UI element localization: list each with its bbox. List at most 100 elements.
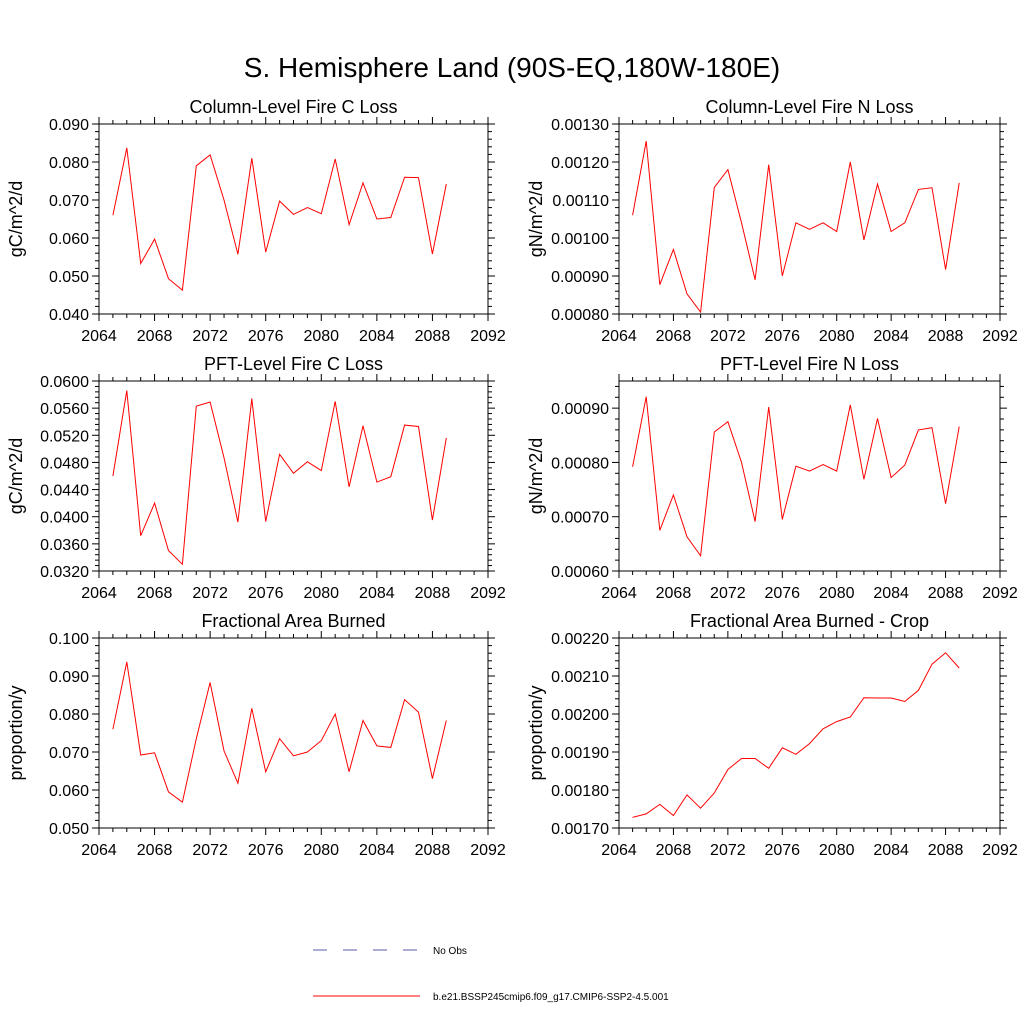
y-tick-label: 0.0440 <box>40 483 89 500</box>
plot-frame <box>618 123 1001 315</box>
x-tick-label: 2076 <box>764 585 800 602</box>
y-tick-label: 0.00180 <box>551 783 609 800</box>
x-tick-label: 2072 <box>192 842 228 859</box>
plot-frame <box>98 637 489 829</box>
y-tick-label: 0.0360 <box>40 537 89 554</box>
y-tick-label: 0.00100 <box>551 231 609 248</box>
y-tick-label: 0.00200 <box>551 707 609 724</box>
y-axis-label: gN/m^2/d <box>526 181 546 257</box>
y-tick-label: 0.00070 <box>551 510 609 527</box>
x-tick-label: 2068 <box>656 585 692 602</box>
y-tick-label: 0.00080 <box>551 455 609 472</box>
y-tick-label: 0.060 <box>49 783 89 800</box>
y-axis-label: gC/m^2/d <box>6 181 26 257</box>
y-tick-label: 0.080 <box>49 707 89 724</box>
plot-frame <box>618 637 1001 829</box>
y-tick-label: 0.100 <box>49 631 89 648</box>
y-tick-label: 0.0400 <box>40 510 89 527</box>
x-tick-label: 2088 <box>928 842 964 859</box>
y-tick-label: 0.00060 <box>551 564 609 581</box>
x-tick-label: 2076 <box>248 328 284 345</box>
y-tick-label: 0.090 <box>49 669 89 686</box>
y-tick-label: 0.0320 <box>40 564 89 581</box>
figure-title: S. Hemisphere Land (90S-EQ,180W-180E) <box>244 52 780 83</box>
y-axis-label: proportion/y <box>6 685 26 780</box>
y-tick-label: 0.00090 <box>551 269 609 286</box>
panels: 2064 2068 2072 2076 2080 2084 2088 2092 0.040 0.0… <box>6 97 1018 859</box>
x-tick-label: 2092 <box>470 842 506 859</box>
x-tick-label: 2084 <box>359 585 395 602</box>
panel-title: Column-Level Fire N Loss <box>705 97 913 117</box>
x-tick-label: 2064 <box>81 328 117 345</box>
legend-label-1: No Obs <box>433 946 467 957</box>
x-tick-label: 2084 <box>873 842 909 859</box>
x-tick-label: 2068 <box>137 585 173 602</box>
y-tick-label: 0.080 <box>49 155 89 172</box>
x-tick-label: 2092 <box>982 585 1018 602</box>
x-tick-label: 2084 <box>873 585 909 602</box>
y-tick-label: 0.040 <box>49 307 89 324</box>
panel-2: 2064 2068 2072 2076 2080 2084 2088 2092 0.00080 0… <box>526 97 1018 345</box>
x-tick-label: 2088 <box>928 585 964 602</box>
y-tick-label: 0.00080 <box>551 307 609 324</box>
x-tick-label: 2092 <box>982 328 1018 345</box>
y-tick-label: 0.070 <box>49 193 89 210</box>
x-tick-label: 2088 <box>415 585 451 602</box>
y-tick-label: 0.0560 <box>40 401 89 418</box>
y-tick-label: 0.0520 <box>40 428 89 445</box>
panel-1: 2064 2068 2072 2076 2080 2084 2088 2092 0.040 0.0… <box>6 97 506 345</box>
y-tick-label: 0.00090 <box>551 401 609 418</box>
x-tick-label: 2064 <box>81 842 117 859</box>
x-tick-label: 2076 <box>764 328 800 345</box>
series-line <box>632 141 960 314</box>
x-tick-label: 2072 <box>192 328 228 345</box>
x-tick-label: 2084 <box>359 328 395 345</box>
x-tick-label: 2080 <box>303 585 339 602</box>
panel-title: PFT-Level Fire C Loss <box>204 354 383 374</box>
panel-5: 2064 2068 2072 2076 2080 2084 2088 2092 0.050 0.0… <box>6 611 506 859</box>
panel-6: 2064 2068 2072 2076 2080 2084 2088 2092 0.00170 0… <box>526 611 1018 859</box>
series-line <box>112 661 447 804</box>
y-tick-label: 0.0600 <box>40 374 89 391</box>
series-line <box>112 147 447 292</box>
y-tick-label: 0.090 <box>49 117 89 134</box>
y-tick-label: 0.050 <box>49 269 89 286</box>
x-tick-label: 2064 <box>601 842 637 859</box>
plot-frame <box>98 380 489 572</box>
x-tick-label: 2084 <box>873 328 909 345</box>
x-tick-label: 2080 <box>819 328 855 345</box>
x-tick-label: 2088 <box>928 328 964 345</box>
x-tick-label: 2080 <box>819 842 855 859</box>
plot-frame <box>618 380 1001 572</box>
y-tick-label: 0.060 <box>49 231 89 248</box>
y-tick-label: 0.050 <box>49 821 89 838</box>
x-tick-label: 2068 <box>656 328 692 345</box>
y-tick-label: 0.00130 <box>551 117 609 134</box>
x-tick-label: 2088 <box>415 328 451 345</box>
legend-label-2: b.e21.BSSP245cmip6.f09_g17.CMIP6-SSP2-4.… <box>433 992 669 1003</box>
x-tick-label: 2076 <box>764 842 800 859</box>
series-line <box>632 652 960 818</box>
x-tick-label: 2068 <box>137 328 173 345</box>
x-tick-label: 2080 <box>303 328 339 345</box>
x-tick-label: 2072 <box>710 328 746 345</box>
panel-4: 2064 2068 2072 2076 2080 2084 2088 2092 0.00060 0… <box>526 354 1018 602</box>
y-tick-label: 0.00110 <box>552 193 609 210</box>
x-tick-label: 2088 <box>415 842 451 859</box>
x-tick-label: 2080 <box>303 842 339 859</box>
y-tick-label: 0.00210 <box>551 669 609 686</box>
x-tick-label: 2092 <box>470 585 506 602</box>
x-tick-label: 2092 <box>982 842 1018 859</box>
y-tick-label: 0.00170 <box>551 821 609 838</box>
x-tick-label: 2076 <box>248 842 284 859</box>
x-tick-label: 2080 <box>819 585 855 602</box>
panel-title: Fractional Area Burned <box>201 611 385 631</box>
y-axis-label: proportion/y <box>526 685 546 780</box>
x-tick-label: 2068 <box>137 842 173 859</box>
panel-3: 2064 2068 2072 2076 2080 2084 2088 2092 0.0320 0.… <box>6 354 506 602</box>
y-tick-label: 0.00190 <box>551 745 609 762</box>
y-tick-label: 0.00120 <box>551 155 609 172</box>
y-tick-label: 0.0480 <box>40 455 89 472</box>
x-tick-label: 2092 <box>470 328 506 345</box>
y-axis-label: gC/m^2/d <box>6 438 26 514</box>
